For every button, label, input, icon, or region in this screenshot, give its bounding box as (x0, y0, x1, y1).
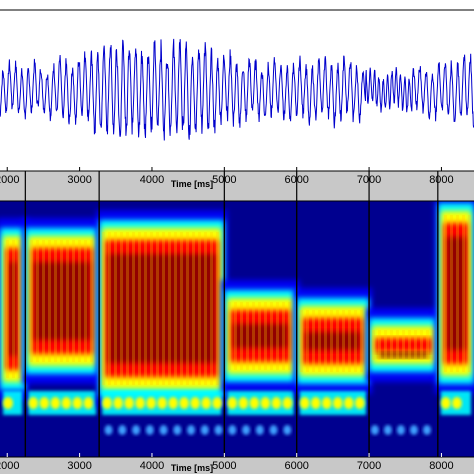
scalogram-plot-frame (0, 200, 474, 458)
scalogram-x-tick-label: 3000 (67, 460, 91, 472)
scalogram-heatmap (0, 201, 474, 435)
scalogram-x-tick-label: 6000 (284, 460, 308, 472)
scalogram-spot (383, 425, 392, 435)
scalogram-spot (409, 425, 418, 435)
scalogram-low-blob (146, 397, 157, 409)
scalogram-low-blob (3, 397, 13, 409)
scalogram-spot (132, 425, 141, 435)
scalogram-x-axis-label: Time [ms] (171, 463, 213, 473)
scalogram-band-stripes (28, 240, 97, 362)
scalogram-low-blob (354, 397, 365, 409)
scalogram-low-blob (212, 397, 223, 409)
scalogram-spot (283, 425, 292, 435)
scalogram-spot (269, 425, 278, 435)
signal-x-tick-label: 8000 (429, 174, 453, 186)
signal-x-tick-labels: 2000300040005000600070008000 (0, 174, 454, 186)
scalogram-low-blob (28, 397, 39, 409)
scalogram-low-blob (227, 397, 238, 409)
scalogram-x-ticks (6, 453, 442, 457)
scalogram-low-blob (50, 397, 61, 409)
scalogram-low-blob (124, 397, 135, 409)
scalogram-spot (200, 425, 209, 435)
scalogram-band-stripes (299, 310, 367, 372)
scalogram-band-stripes (3, 240, 23, 378)
scalogram-segment (96, 210, 228, 415)
scalogram-low-blob (238, 397, 249, 409)
signal-panel: 2000300040005000600070008000 Time [ms] (0, 0, 474, 189)
scalogram-low-blob (249, 397, 260, 409)
scalogram-low-blob (179, 397, 190, 409)
scalogram-spot (118, 425, 127, 435)
scalogram-low-blob (39, 397, 50, 409)
scalogram-spot (255, 425, 264, 435)
scalogram-spot (228, 425, 237, 435)
scalogram-low-blob (332, 397, 343, 409)
scalogram-band-stripes (440, 215, 471, 372)
scalogram-low-blob (260, 397, 271, 409)
scalogram-low-blob (343, 397, 354, 409)
scalogram-band-stripes (227, 302, 294, 370)
scalogram-segment (434, 201, 474, 415)
scalogram-low-blob (201, 397, 212, 409)
scalogram-boundary-lines (24, 201, 439, 457)
scalogram-low-blob (321, 397, 332, 409)
scalogram-low-blob (168, 397, 179, 409)
scalogram-low-blob (72, 397, 83, 409)
scalogram-x-tick-label: 5000 (212, 460, 236, 472)
scalogram-spot (104, 425, 113, 435)
signal-x-tick-label: 4000 (140, 174, 164, 186)
scalogram-spot (187, 425, 196, 435)
signal-series-line (0, 38, 474, 141)
scalogram-spot (159, 425, 168, 435)
signal-x-tick-label: 2000 (0, 174, 19, 186)
scalogram-low-blob (102, 397, 113, 409)
scalogram-spot (422, 425, 431, 435)
scalogram-low-blob (157, 397, 168, 409)
scalogram-spot (242, 425, 251, 435)
scalogram-band-stripes (372, 330, 435, 360)
scalogram-low-blob (299, 397, 310, 409)
scalogram-low-blob (310, 397, 321, 409)
scalogram-segment (221, 280, 300, 415)
scalogram-spot (396, 425, 405, 435)
scalogram-segment (22, 218, 103, 415)
scalogram-band-stripes (102, 232, 222, 385)
scalogram-low-blob (113, 397, 124, 409)
scalogram-low-blob (451, 397, 462, 409)
scalogram-x-tick-label: 7000 (357, 460, 381, 472)
scalogram-x-tick-labels: 2000 3000 4000 5000 6000 7000 8000 (0, 460, 454, 472)
scalogram-low-blob (61, 397, 72, 409)
scalogram-x-tick-label: 2000 (0, 460, 19, 472)
scalogram-segment (293, 288, 373, 415)
scalogram-spot (370, 425, 379, 435)
scalogram-low-blob (440, 397, 451, 409)
event-boundary-markers (24, 171, 439, 201)
scalogram-x-tick-label: 4000 (140, 460, 164, 472)
scalogram-x-tick-label: 8000 (429, 460, 453, 472)
scalogram-low-blob (282, 397, 293, 409)
scalogram-spot (145, 425, 154, 435)
signal-x-ticks (6, 167, 442, 171)
scalogram-spot (173, 425, 182, 435)
scalogram-bottom-spots (104, 425, 431, 435)
signal-x-axis-label: Time [ms] (171, 179, 213, 189)
scalogram-low-blob (271, 397, 282, 409)
scalogram-segment (366, 308, 441, 382)
scalogram-low-blob (190, 397, 201, 409)
signal-panel-top-strip (0, 0, 474, 10)
scalogram-spot (214, 425, 223, 435)
scalogram-low-blob (83, 397, 94, 409)
signal-x-tick-label: 3000 (67, 174, 91, 186)
scalogram-low-blob (135, 397, 146, 409)
scalogram-panel: 2000 3000 4000 5000 6000 7000 8000 Time [ms] (0, 200, 474, 473)
